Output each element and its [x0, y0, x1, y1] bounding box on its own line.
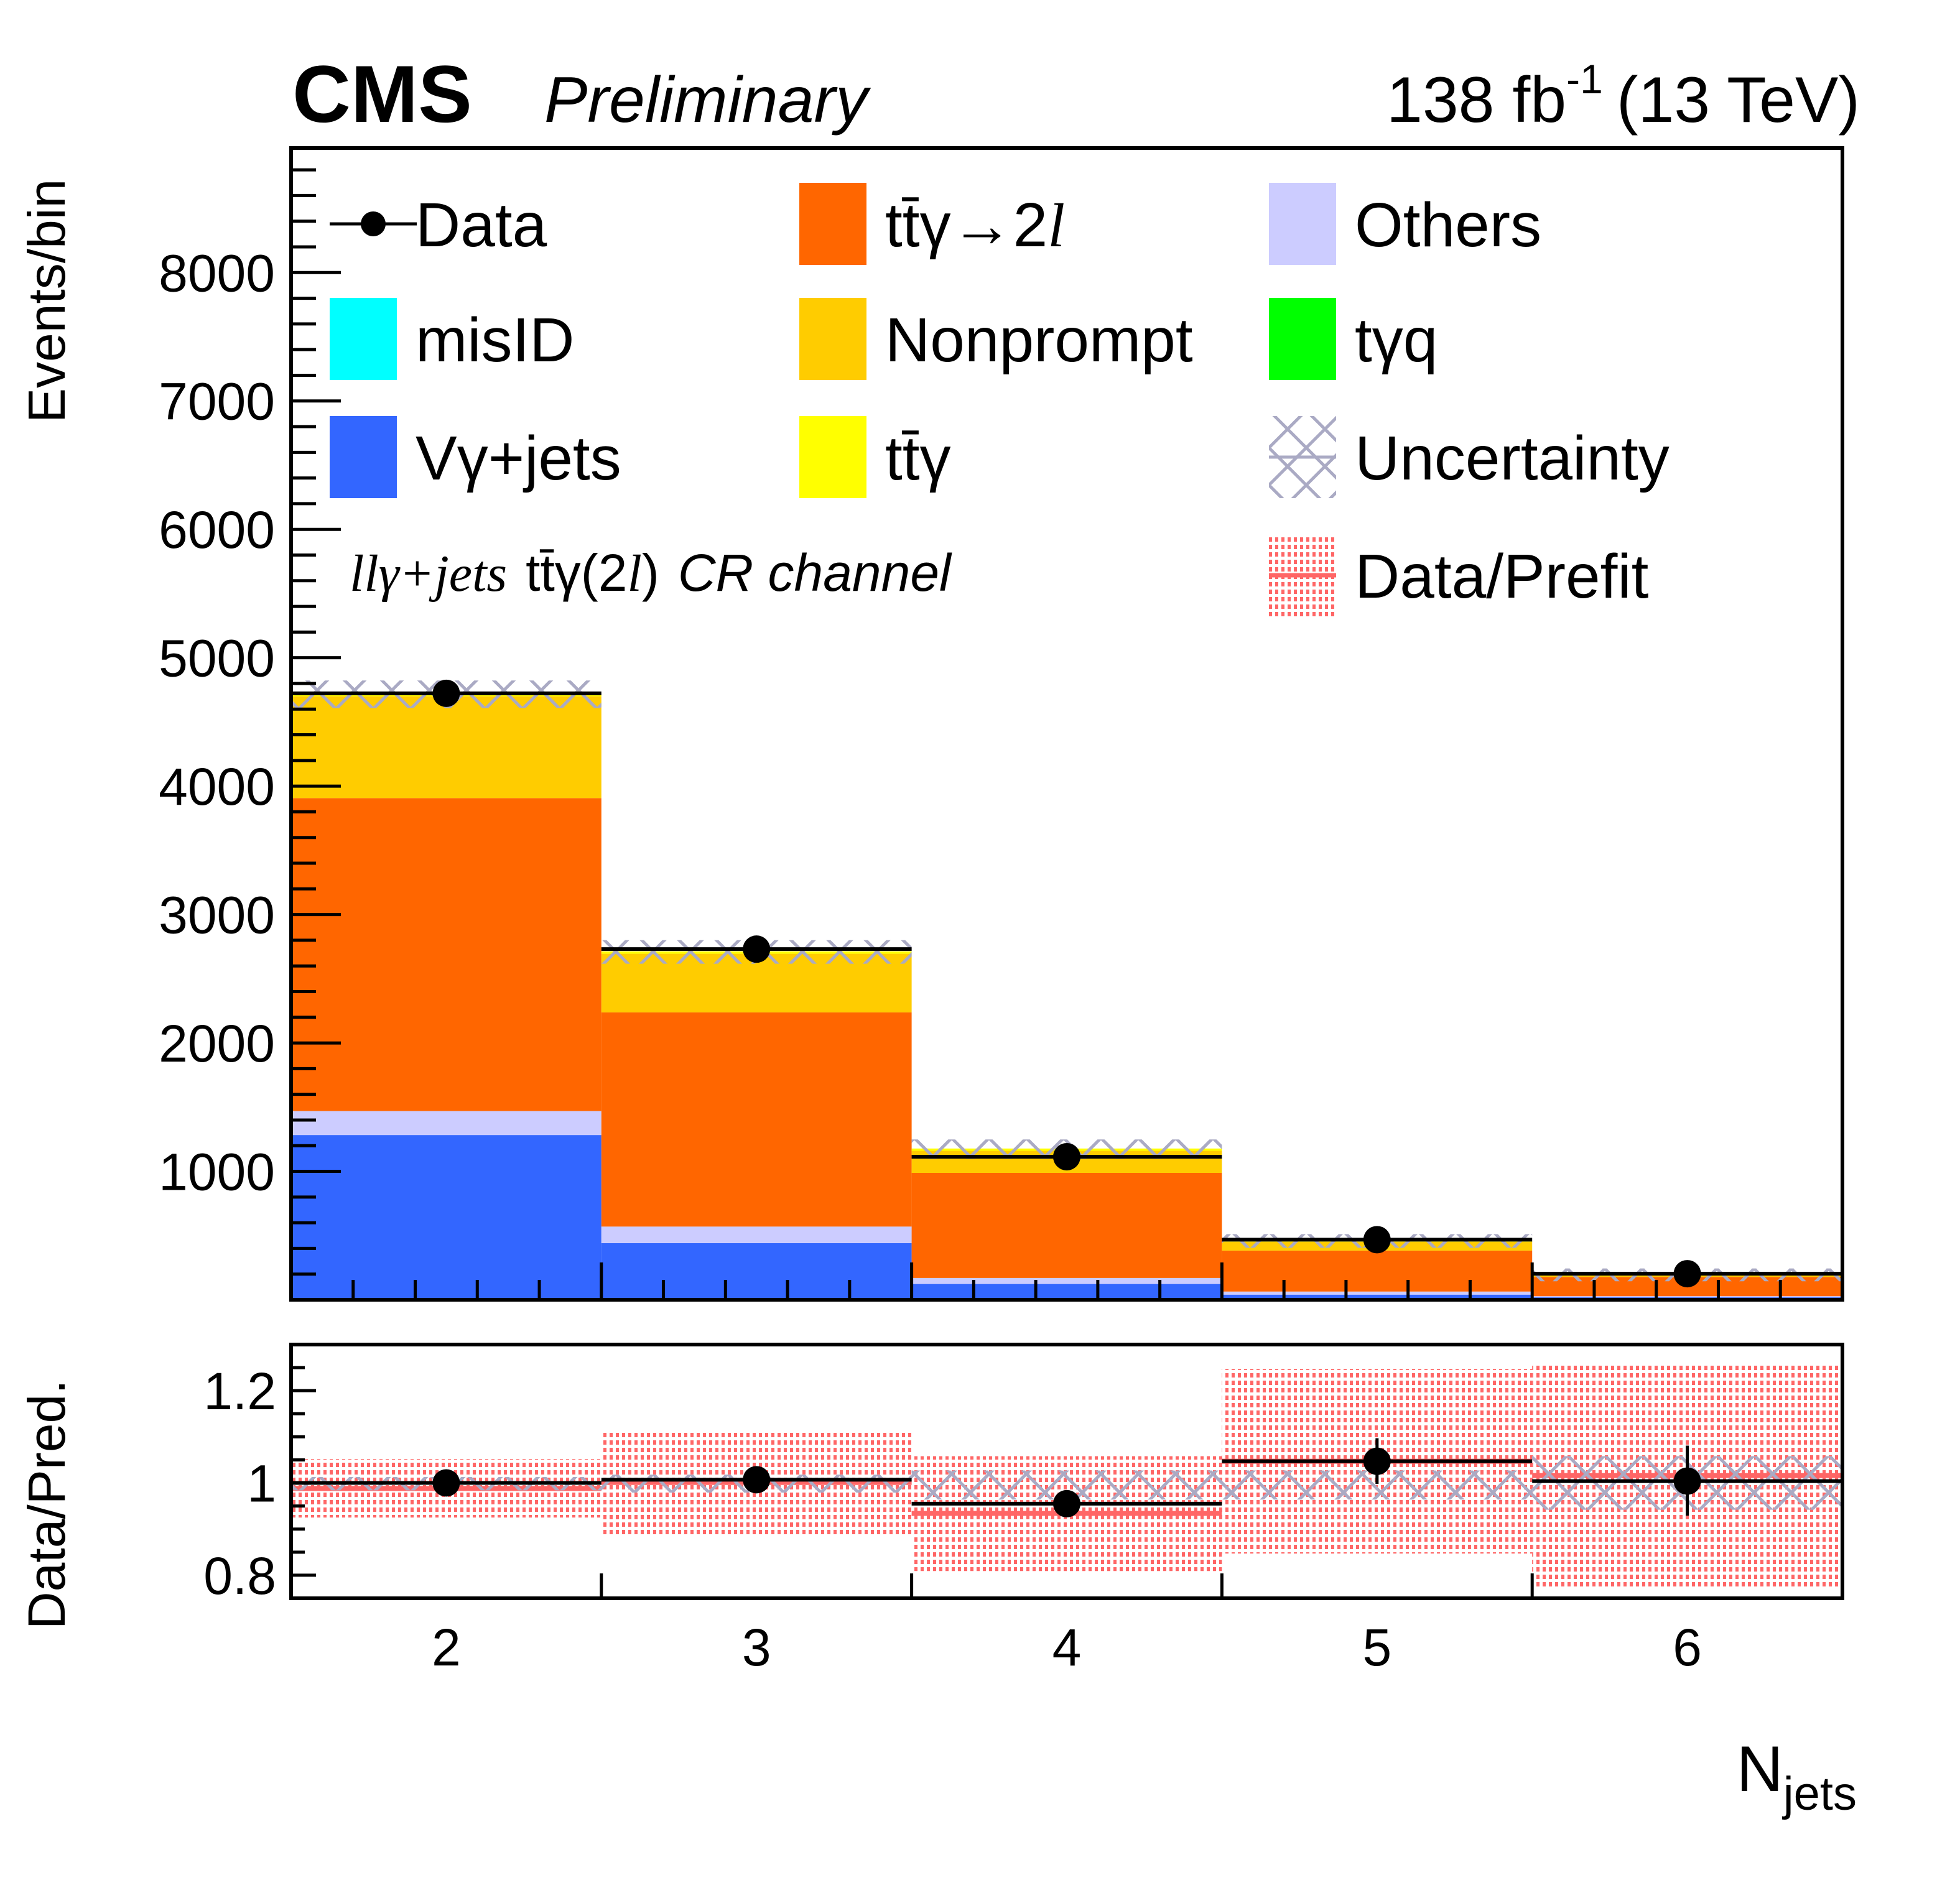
data-point	[743, 935, 771, 963]
legend-swatch	[330, 298, 397, 380]
main-axes: 1000 2000 3000 4000 5000 6000 7000 8000	[159, 168, 1844, 1300]
data-point	[1673, 1260, 1701, 1288]
stack-bar-others	[911, 1277, 1222, 1284]
ratio-y-tick-label: 0.8	[203, 1547, 276, 1605]
legend-label: Nonprompt	[885, 305, 1193, 375]
x-axis-title-sub: jets	[1782, 1767, 1857, 1820]
data-points	[291, 679, 1842, 1288]
y-tick-label: 1000	[159, 1143, 275, 1202]
x-tick-label: 4	[1052, 1618, 1082, 1677]
legend-label: Uncertainty	[1355, 424, 1670, 493]
y-tick-label: 8000	[159, 244, 275, 302]
legend-label: tt̄γ→2l	[885, 190, 1065, 260]
stacked-histogram	[291, 693, 1842, 1300]
ratio-point	[1053, 1489, 1080, 1517]
legend-label: tγq	[1355, 305, 1437, 375]
ratio-point	[743, 1466, 771, 1494]
y-tick-label: 5000	[159, 629, 275, 688]
legend: Data tt̄γ→2l Others misID Nonprompt tγq Vγ+jet…	[330, 183, 1670, 616]
legend-entry-tt-2: tt̄γ→2l	[799, 183, 1065, 265]
legend-entry-uncertainty: Uncertainty	[1269, 416, 1670, 498]
legend-swatch	[1269, 183, 1336, 265]
legend-swatch	[799, 183, 866, 265]
ratio-y-tick-label: 1.2	[203, 1362, 276, 1420]
experiment-label: CMS	[292, 49, 472, 139]
x-tick-label: 2	[432, 1618, 461, 1677]
legend-entry-misid: misID	[330, 298, 575, 380]
stack-bar-v-jets	[911, 1284, 1222, 1300]
y-tick-label: 3000	[159, 886, 275, 945]
legend-label: tt̄γ	[885, 424, 951, 493]
channel-annotation: llγ+jets tt̄γ(2l) CR channel	[350, 544, 952, 603]
stack-bar-others	[601, 1226, 912, 1243]
ratio-points	[291, 1438, 1842, 1517]
ratio-y-axis-title: Data/Pred.	[17, 1379, 76, 1629]
legend-label: Data/Prefit	[1355, 542, 1649, 611]
data-point	[432, 679, 460, 707]
y-tick-label: 4000	[159, 757, 275, 816]
legend-label: Data	[416, 190, 547, 260]
legend-entry-data-prefit: Data/Prefit	[1269, 534, 1649, 616]
y-tick-label: 7000	[159, 373, 275, 431]
legend-swatch	[330, 416, 397, 498]
status-label: Preliminary	[544, 64, 871, 136]
data-point	[1363, 1226, 1391, 1254]
main-frame	[289, 146, 1844, 1302]
y-axis-title: Events/bin	[17, 179, 76, 423]
stack-bar-v-jets	[601, 1243, 912, 1300]
x-tick-label: 5	[1362, 1618, 1391, 1677]
ratio-point	[432, 1469, 460, 1497]
stack-bar-v-jets	[1222, 1294, 1533, 1300]
legend-entry-data: Data	[330, 190, 547, 260]
stack-bar-tt-2l	[1222, 1250, 1533, 1292]
ratio-point	[1673, 1467, 1701, 1495]
lumi-exponent: -1	[1566, 56, 1603, 102]
ratio-point	[1363, 1447, 1391, 1475]
stack-bar-others	[1222, 1291, 1533, 1295]
x-tick-label: 3	[742, 1618, 771, 1677]
legend-entry-t-q: tγq	[1269, 298, 1437, 380]
legend-data-marker	[361, 211, 386, 236]
legend-entry-v-jets: Vγ+jets	[330, 416, 621, 498]
legend-entry-nonprompt: Nonprompt	[799, 298, 1193, 380]
y-tick-label: 2000	[159, 1014, 275, 1073]
stack-bar-nonprompt	[291, 696, 601, 799]
lumi-value: 138 fb	[1386, 64, 1566, 136]
annotation-part1: llγ+jets	[350, 545, 507, 603]
energy-value: (13 TeV)	[1617, 64, 1860, 136]
stack-bar-tt-2l	[911, 1173, 1222, 1278]
stack-bar-tt-2l	[601, 1012, 912, 1227]
ratio-frame	[289, 1343, 1844, 1600]
stack-bar-others	[1532, 1296, 1842, 1298]
ratio-axes: 0.8 1 1.2 2 3 4 5 6	[203, 1362, 1702, 1677]
legend-entry-tt-: tt̄γ	[799, 416, 951, 498]
legend-entry-others: Others	[1269, 183, 1541, 265]
annotation-part5: CR channel	[678, 544, 952, 602]
annotation-part4: )	[642, 544, 659, 602]
legend-label: misID	[416, 305, 575, 375]
legend-swatch	[799, 416, 866, 498]
annotation-part2: tt̄γ(2	[526, 544, 627, 602]
stack-bar-v-jets	[291, 1135, 601, 1299]
ratio-y-tick-label: 1	[247, 1455, 276, 1513]
x-axis-title-main: N	[1737, 1733, 1783, 1805]
legend-label-italic: l	[1047, 191, 1065, 260]
legend-label: Others	[1355, 190, 1541, 260]
annotation-part3: l	[627, 545, 641, 603]
legend-label: Vγ+jets	[416, 424, 621, 493]
x-axis-title: Njets	[1737, 1733, 1857, 1820]
lumi-label: 138 fb-1 (13 TeV)	[1386, 56, 1860, 136]
y-tick-label: 6000	[159, 501, 275, 559]
stack-bar-tt-2l	[291, 798, 601, 1111]
data-point	[1053, 1142, 1080, 1170]
x-tick-label: 6	[1673, 1618, 1702, 1677]
legend-swatch	[1269, 298, 1336, 380]
legend-swatch	[799, 298, 866, 380]
stack-bar-others	[291, 1111, 601, 1136]
